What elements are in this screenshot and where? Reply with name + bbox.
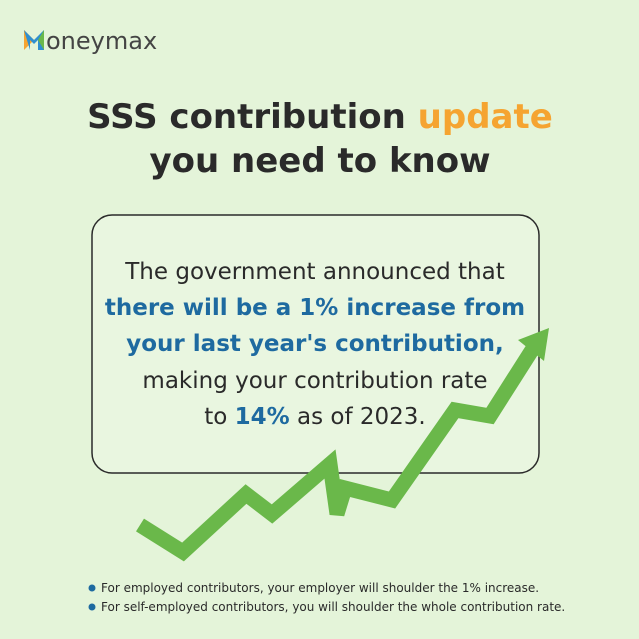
box-highlight: your last year's contribution, bbox=[126, 331, 503, 357]
box-highlight: there will be a 1% increase from bbox=[105, 295, 525, 321]
arrow-head bbox=[518, 328, 549, 361]
bullet-text: For self-employed contributors, you will… bbox=[101, 600, 565, 614]
box-text: making your contribution rate bbox=[142, 368, 487, 394]
box-text: The government announced that bbox=[124, 259, 505, 285]
bullet-text: For employed contributors, your employer… bbox=[101, 581, 539, 595]
title-highlight: update bbox=[418, 97, 553, 137]
bullet-dot bbox=[88, 603, 96, 611]
box-rate: 14% bbox=[235, 404, 290, 430]
title-line: SSS contribution update bbox=[87, 97, 553, 137]
box-text: as of 2023. bbox=[297, 404, 426, 430]
logo-icon bbox=[24, 30, 44, 50]
logo-text: oneymax bbox=[46, 27, 157, 55]
title-line: you need to know bbox=[149, 141, 490, 181]
box-text-line: to 14% as of 2023. bbox=[204, 404, 426, 430]
trend-arrow bbox=[136, 345, 539, 562]
box-text: to bbox=[204, 404, 227, 430]
bullet-dot bbox=[88, 584, 96, 592]
title-text: SSS contribution bbox=[87, 97, 406, 137]
